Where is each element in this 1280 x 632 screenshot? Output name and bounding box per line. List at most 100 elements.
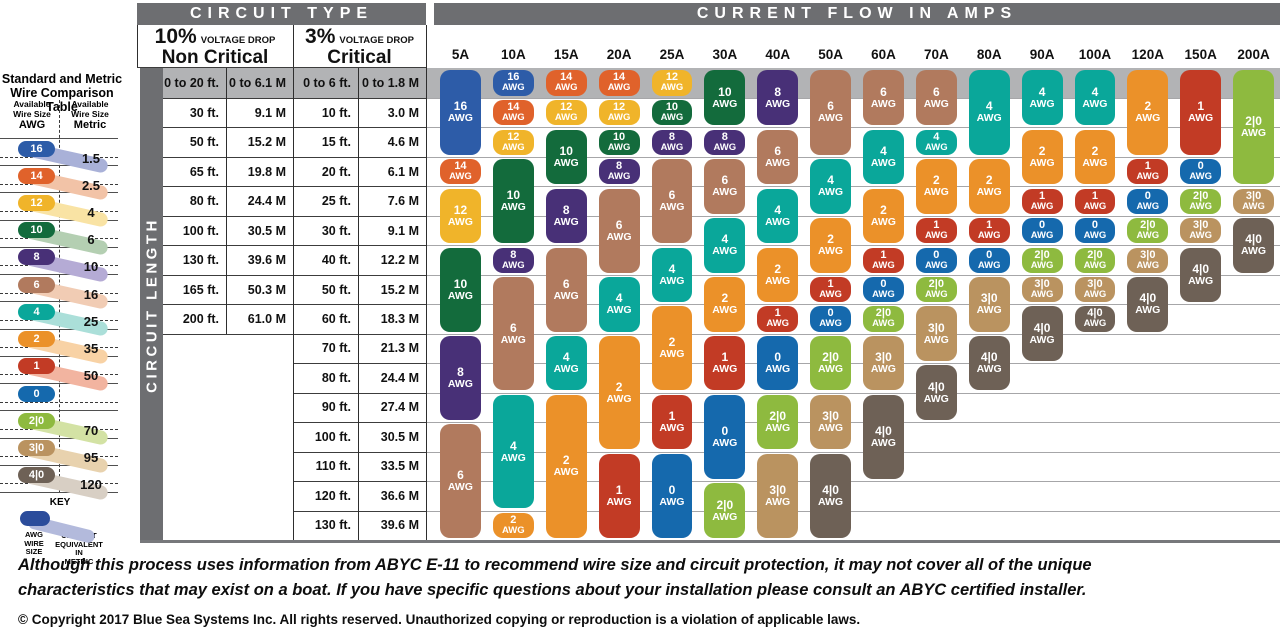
circuit-length-cell: 90 ft. (321, 400, 351, 415)
pill-awg-value: 2 (1144, 99, 1152, 114)
pill-awg-unit: AWG (870, 97, 896, 110)
pill-40A-4awg: 4 AWG (757, 188, 799, 244)
pill-awg-unit: AWG (872, 259, 895, 271)
pill-awg-value: 4 (668, 261, 676, 276)
pill-awg-unit: AWG (500, 201, 526, 214)
circuit-length-cell: 30 ft. (189, 105, 219, 120)
pill-awg-unit: AWG (818, 363, 844, 376)
pill-awg-unit: AWG (447, 289, 473, 302)
pill-awg-value: 6 (932, 84, 940, 99)
pill-awg-unit: AWG (500, 333, 526, 346)
pill-awg-value: 6 (774, 143, 782, 158)
pill-90A-4awg: 4 AWG (1021, 70, 1063, 126)
pill-15A-14awg: 14 AWG (545, 70, 587, 96)
sidebar-awg-badge-10: 10 (18, 222, 55, 239)
pill-awg-unit: AWG (1082, 156, 1108, 169)
pill-awg-value: 6 (721, 173, 729, 188)
row-line (163, 333, 426, 335)
current-flow-title: CURRENT FLOW IN AMPS (696, 5, 1018, 22)
pill-5A-10awg: 10 AWG (440, 247, 481, 332)
amp-column-header-120A: 120A (1131, 47, 1164, 62)
pill-awg-value: 0 (1197, 160, 1204, 173)
pill-20A-8awg: 8 AWG (598, 159, 640, 185)
pill-awg-unit: AWG (660, 112, 684, 124)
pill-50A-0awg: 0 AWG (810, 306, 852, 332)
pill-20A-10awg: 10 AWG (598, 129, 640, 155)
circuit-length-cell: 24.4 M (380, 370, 419, 385)
sidebar-awg-badge-400: 4|0 (18, 467, 55, 484)
row-line (293, 510, 426, 512)
voltage-drop-pct: 10% (154, 25, 197, 48)
pill-120A-0awg: 0 AWG (1127, 188, 1169, 214)
pill-awg-value: 3|0 (875, 350, 892, 365)
pill-60A-2awg: 2 AWG (863, 188, 904, 244)
row-line (426, 274, 1280, 276)
pill-awg-value: 2 (1091, 143, 1099, 158)
sidebar-awg-badge-8: 8 (18, 249, 55, 266)
pill-awg-unit: AWG (659, 274, 685, 287)
sidebar-section-line (0, 192, 118, 194)
pill-awg-value: 4 (1038, 84, 1046, 99)
row-line (163, 215, 426, 217)
circuit-length-cell: 60 ft. (321, 311, 351, 326)
pill-awg-value: 4 (721, 232, 729, 247)
pill-awg-value: 14 (454, 160, 467, 173)
pill-25A-1awg: 1 AWG (651, 394, 693, 450)
pill-10A-12awg: 12 AWG (492, 129, 534, 155)
circuit-length-cell: 80 ft. (189, 194, 219, 209)
pill-20A-2awg: 2 AWG (598, 335, 640, 450)
sidebar-section-line (0, 219, 118, 221)
copyright-text: © Copyright 2017 Blue Sea Systems Inc. A… (18, 612, 861, 627)
pill-awg-unit: AWG (872, 289, 895, 301)
pill-150A-0awg: 0 AWG (1180, 159, 1222, 185)
row-line (293, 392, 426, 394)
sidebar-section-line (0, 301, 118, 303)
pill-awg-unit: AWG (765, 97, 791, 110)
pill-5A-6awg: 6 AWG (440, 424, 481, 538)
pill-awg-unit: AWG (501, 141, 525, 153)
key-title: KEY (49, 497, 71, 508)
pill-30A-10awg: 10 AWG (704, 70, 746, 126)
row-line (426, 245, 1280, 247)
pill-awg-value: 2 (721, 291, 729, 306)
circuit-length-cell: 30.5 M (380, 429, 419, 444)
pill-awg-unit: AWG (712, 510, 738, 523)
voltage-drop-label: VOLTAGE DROP (339, 35, 414, 46)
sidebar-metric-value: 16 (83, 286, 99, 302)
pill-awg-value: 0 (668, 482, 676, 497)
pill-40A-200awg: 2|0 AWG (757, 394, 799, 450)
pill-70A-1awg: 1 AWG (915, 218, 957, 244)
pill-awg-value: 0 (1039, 219, 1046, 232)
pill-awg-unit: AWG (712, 245, 738, 258)
pill-awg-value: 4 (562, 350, 570, 365)
pill-awg-unit: AWG (923, 97, 949, 110)
pill-awg-unit: AWG (712, 97, 738, 110)
pill-120A-2awg: 2 AWG (1127, 70, 1169, 155)
pill-awg-unit: AWG (923, 392, 949, 405)
pill-120A-200awg: 2|0 AWG (1127, 218, 1169, 244)
pill-awg-unit: AWG (1241, 245, 1267, 258)
pill-20A-14awg: 14 AWG (598, 70, 640, 96)
pill-awg-unit: AWG (766, 318, 790, 330)
pill-awg-value: 10 (559, 143, 573, 158)
pill-awg-unit: AWG (976, 304, 1002, 317)
pill-awg-value: 12 (560, 101, 573, 114)
row-line (163, 304, 426, 306)
pill-awg-value: 16 (507, 71, 520, 84)
pill-awg-unit: AWG (1241, 127, 1267, 140)
circuit-length-cell: 50 ft. (321, 282, 351, 297)
pill-awg-value: 8 (721, 130, 728, 143)
sidebar-awg-badge-14: 14 (18, 167, 55, 184)
amp-column-header-25A: 25A (659, 47, 685, 62)
pill-awg-value: 4 (615, 291, 623, 306)
pill-50A-2awg: 2 AWG (810, 218, 852, 273)
pill-awg-value: 4|0 (927, 379, 945, 394)
pill-awg-value: 0 (986, 248, 993, 261)
row-line (426, 481, 1280, 483)
pill-awg-unit: AWG (659, 201, 685, 214)
pill-50A-200awg: 2|0 AWG (810, 335, 852, 391)
pill-100A-4awg: 4 AWG (1074, 70, 1116, 126)
pill-awg-value: 0 (1091, 219, 1098, 232)
pill-awg-value: 4|0 (1033, 320, 1051, 335)
circuit-length-cell: 25 ft. (321, 194, 351, 209)
